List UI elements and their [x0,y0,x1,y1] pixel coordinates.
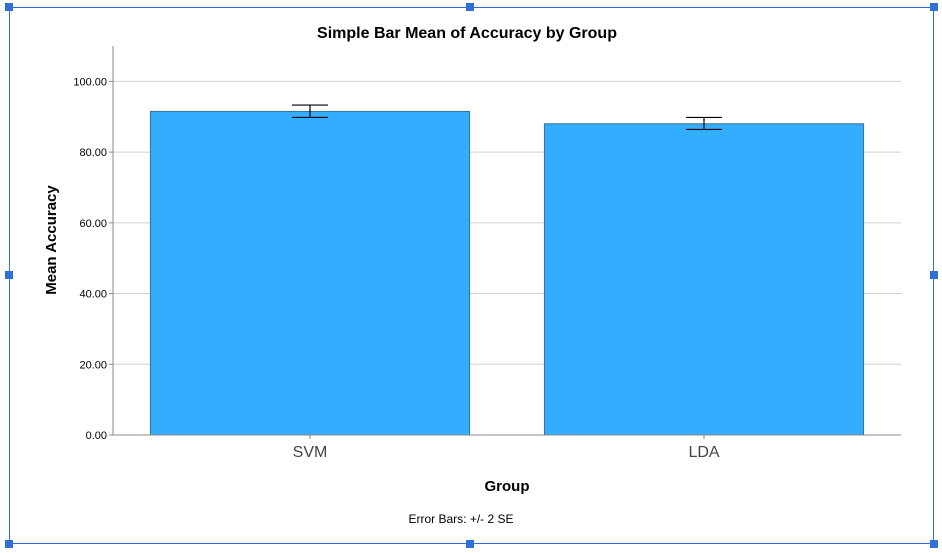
bar-svm [149,110,471,436]
resize-handle-bottom-right[interactable] [930,540,938,548]
y-tick-label: 40.00 [79,289,107,301]
resize-handle-bottom-left[interactable] [5,540,13,548]
y-tick-labels: 0.00 20.00 40.00 60.00 80.00 100.00 [73,76,113,442]
y-axis-title: Mean Accuracy [43,185,60,295]
x-tick-label-svm: SVM [293,444,328,461]
resize-handle-middle-left[interactable] [5,271,13,279]
x-tick-label-lda: LDA [688,444,719,461]
resize-handle-top-left[interactable] [5,3,13,11]
error-bars [292,104,722,131]
resize-handle-top-center[interactable] [466,3,474,11]
y-tick-label: 60.00 [79,218,107,230]
resize-handle-middle-right[interactable] [930,271,938,279]
y-tick-label: 80.00 [79,147,107,159]
x-tick-labels: SVM LDA [293,435,720,461]
chart-title: Simple Bar Mean of Accuracy by Group [317,25,617,42]
y-tick-label: 0.00 [86,430,107,442]
bar-lda [543,123,865,436]
x-axis-title: Group [485,478,530,495]
bars [149,110,865,436]
resize-handle-bottom-center[interactable] [466,540,474,548]
y-tick-label: 100.00 [73,76,107,88]
resize-handle-top-right[interactable] [930,3,938,11]
y-tick-label: 20.00 [79,359,107,371]
error-bars-footnote: Error Bars: +/- 2 SE [408,512,513,526]
